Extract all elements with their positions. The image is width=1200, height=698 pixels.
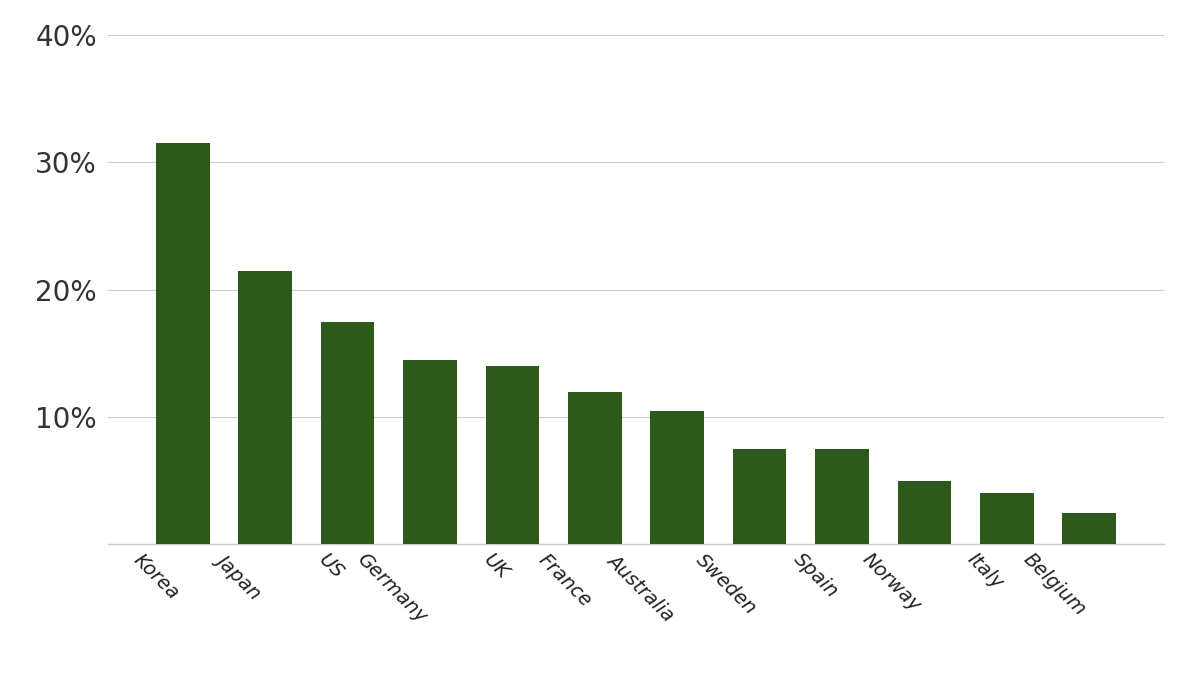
Bar (486, 366, 539, 544)
Bar (898, 481, 952, 544)
Bar (320, 322, 374, 544)
Bar (156, 143, 210, 544)
Bar (650, 410, 704, 544)
Bar (815, 449, 869, 544)
Bar (980, 493, 1033, 544)
Bar (403, 359, 457, 544)
Bar (1062, 512, 1116, 544)
Bar (239, 271, 292, 544)
Bar (568, 392, 622, 544)
Bar (733, 449, 786, 544)
